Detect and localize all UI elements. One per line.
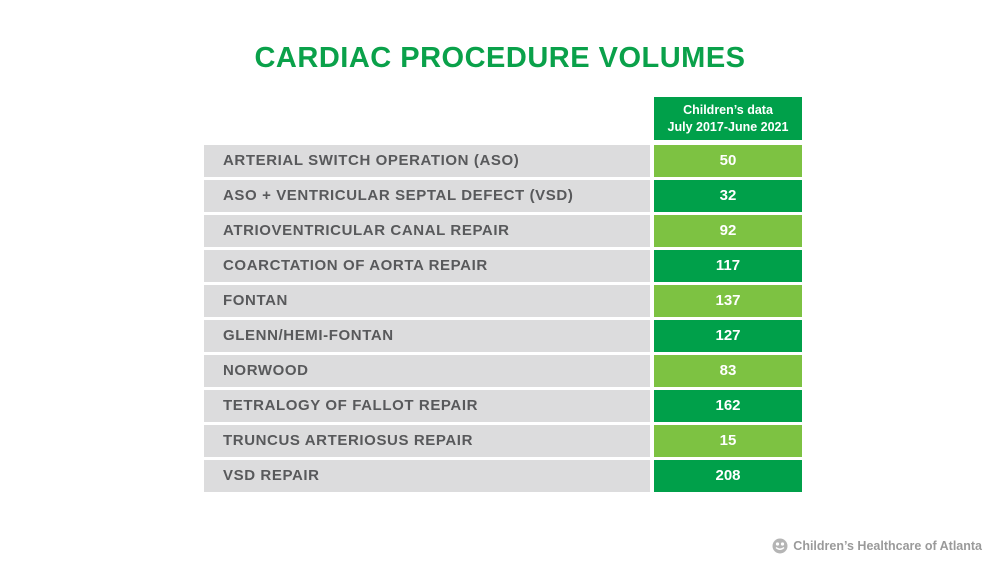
procedure-table: ARTERIAL SWITCH OPERATION (ASO) 50 ASO + V…	[204, 145, 802, 495]
table-row: TETRALOGY OF FALLOT REPAIR 162	[204, 390, 802, 422]
footer-logo-text: Children’s Healthcare of Atlanta	[793, 539, 982, 553]
column-header: Children’s data July 2017-June 2021	[654, 97, 802, 140]
procedure-value: 83	[654, 355, 802, 387]
table-row: TRUNCUS ARTERIOSUS REPAIR 15	[204, 425, 802, 457]
procedure-value: 127	[654, 320, 802, 352]
table-row: ARTERIAL SWITCH OPERATION (ASO) 50	[204, 145, 802, 177]
procedure-label: ARTERIAL SWITCH OPERATION (ASO)	[204, 145, 650, 177]
footer-logo: Children’s Healthcare of Atlanta	[772, 538, 982, 554]
procedure-value: 15	[654, 425, 802, 457]
procedure-label: ATRIOVENTRICULAR CANAL REPAIR	[204, 215, 650, 247]
procedure-label: FONTAN	[204, 285, 650, 317]
table-row: ATRIOVENTRICULAR CANAL REPAIR 92	[204, 215, 802, 247]
procedure-value: 137	[654, 285, 802, 317]
table-row: VSD REPAIR 208	[204, 460, 802, 492]
table-row: FONTAN 137	[204, 285, 802, 317]
procedure-label: VSD REPAIR	[204, 460, 650, 492]
table-row: ASO + VENTRICULAR SEPTAL DEFECT (VSD) 32	[204, 180, 802, 212]
procedure-value: 162	[654, 390, 802, 422]
procedure-label: ASO + VENTRICULAR SEPTAL DEFECT (VSD)	[204, 180, 650, 212]
procedure-value: 117	[654, 250, 802, 282]
table-row: GLENN/HEMI-FONTAN 127	[204, 320, 802, 352]
procedure-label: COARCTATION OF AORTA REPAIR	[204, 250, 650, 282]
procedure-value: 208	[654, 460, 802, 492]
table-row: NORWOOD 83	[204, 355, 802, 387]
procedure-value: 50	[654, 145, 802, 177]
childrens-logo-icon	[772, 538, 788, 554]
column-header-line-2: July 2017-June 2021	[667, 119, 789, 134]
procedure-label: GLENN/HEMI-FONTAN	[204, 320, 650, 352]
procedure-label: NORWOOD	[204, 355, 650, 387]
table-row: COARCTATION OF AORTA REPAIR 117	[204, 250, 802, 282]
procedure-value: 92	[654, 215, 802, 247]
procedure-label: TRUNCUS ARTERIOSUS REPAIR	[204, 425, 650, 457]
procedure-label: TETRALOGY OF FALLOT REPAIR	[204, 390, 650, 422]
procedure-value: 32	[654, 180, 802, 212]
column-header-line-1: Children’s data	[683, 102, 773, 117]
chart-title: CARDIAC PROCEDURE VOLUMES	[254, 42, 746, 74]
